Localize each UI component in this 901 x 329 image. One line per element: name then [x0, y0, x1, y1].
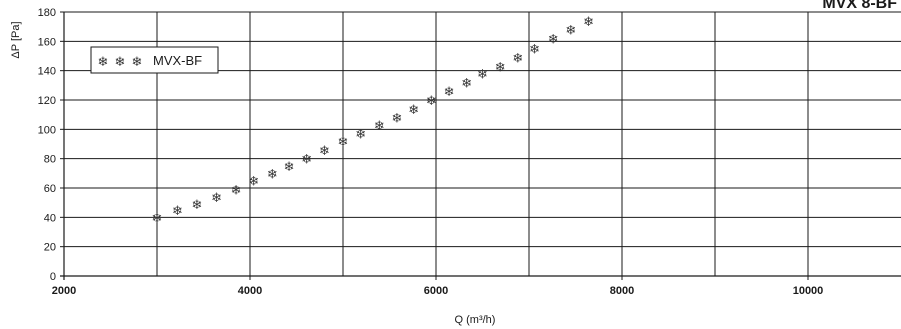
chart-title: MVX 8-BF — [822, 0, 897, 12]
y-tick-label: 160 — [38, 36, 56, 48]
y-tick-label: 140 — [38, 66, 56, 78]
data-point: ❄ — [461, 76, 472, 91]
data-point: ❄ — [548, 32, 559, 47]
data-point: ❄ — [319, 144, 330, 159]
data-point: ❄ — [355, 128, 366, 143]
legend-marker-icon: ❄ — [115, 55, 126, 70]
y-tick-label: 80 — [44, 154, 56, 166]
legend: ❄ ❄ ❄ MVX-BF — [90, 46, 219, 74]
data-point: ❄ — [495, 60, 506, 75]
legend-box — [90, 46, 219, 74]
data-point: ❄ — [583, 15, 594, 30]
x-tick-labels: 2000 4000 6000 8000 10000 — [52, 285, 824, 297]
y-tick-label: 40 — [44, 212, 56, 224]
data-point: ❄ — [512, 51, 523, 66]
data-point: ❄ — [152, 211, 163, 226]
y-tick-label: 60 — [44, 183, 56, 195]
data-point: ❄ — [391, 112, 402, 127]
x-tick-label: 6000 — [424, 285, 448, 297]
data-point: ❄ — [284, 160, 295, 175]
data-point: ❄ — [374, 119, 385, 134]
data-point: ❄ — [338, 135, 349, 150]
x-tick-label: 10000 — [793, 285, 824, 297]
y-tick-label: 120 — [38, 95, 56, 107]
data-point: ❄ — [444, 85, 455, 100]
x-tick-label: 8000 — [610, 285, 634, 297]
data-point: ❄ — [248, 175, 259, 190]
data-point: ❄ — [529, 43, 540, 58]
data-point: ❄ — [565, 24, 576, 39]
y-tick-label: 180 — [38, 7, 56, 19]
data-point: ❄ — [426, 94, 437, 109]
axes — [60, 11, 901, 280]
legend-marker-icon: ❄ — [98, 55, 109, 70]
x-tick-label: 2000 — [52, 285, 76, 297]
data-point: ❄ — [477, 68, 488, 83]
data-point: ❄ — [408, 103, 419, 118]
data-point: ❄ — [211, 191, 222, 206]
x-tick-label: 4000 — [238, 285, 262, 297]
data-point: ❄ — [172, 204, 183, 219]
data-point: ❄ — [267, 167, 278, 182]
data-point: ❄ — [301, 153, 312, 168]
x-axis-label: Q (m³/h) — [455, 314, 496, 326]
y-axis-label: ΔP [Pa] — [10, 21, 22, 58]
legend-label: MVX-BF — [153, 53, 202, 68]
legend-marker-icon: ❄ — [132, 55, 143, 70]
y-tick-label: 100 — [38, 124, 56, 136]
data-point: ❄ — [192, 198, 203, 213]
y-tick-label: 0 — [50, 271, 56, 283]
y-tick-label: 20 — [44, 242, 56, 254]
data-point: ❄ — [231, 183, 242, 198]
data-points: ❄ ❄ ❄ ❄ ❄ ❄ ❄ ❄ ❄ ❄ ❄ ❄ ❄ ❄ ❄ ❄ ❄ ❄ ❄ ❄ ❄ ❄ ❄ ❄ ❄ — [152, 15, 594, 227]
y-tick-labels: 0 20 40 60 80 100 120 140 160 180 — [38, 7, 56, 283]
